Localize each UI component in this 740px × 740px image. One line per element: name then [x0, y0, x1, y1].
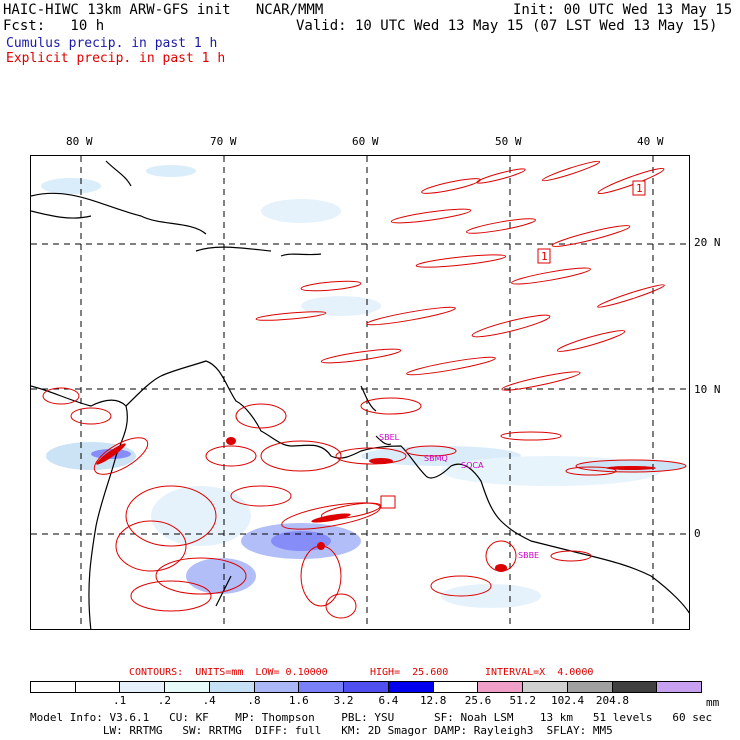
legend-swatch [344, 682, 389, 692]
legend-tick-label: 3.2 [333, 694, 354, 707]
explicit-precip-label: Explicit precip. in past 1 h [6, 51, 226, 66]
legend-tick-label: 12.8 [419, 694, 447, 707]
lat-label-20n: 20 N [694, 236, 721, 249]
coastlines [31, 160, 689, 629]
precip-color-legend [30, 681, 702, 693]
init-time: Init: 00 UTC Wed 13 May 15 [513, 2, 733, 18]
model-info-line1: Model Info: V3.6.1 CU: KF MP: Thompson P… [30, 711, 713, 724]
station-labels: SBEL SBMQ SOCA SBBE [379, 433, 539, 560]
contour-box-labels: 1 1 [380, 180, 646, 509]
legend-swatch [209, 682, 255, 692]
explicit-precip-contours [42, 160, 687, 619]
lon-label-70w: 70 W [210, 135, 237, 148]
contour-interval: INTERVAL=X 4.0000 [485, 667, 594, 678]
box-label: 1 [636, 182, 643, 195]
box-label: 1 [541, 250, 548, 263]
legend-swatch [567, 682, 613, 692]
legend-swatch [299, 682, 345, 692]
cumulus-precip-label: Cumulus precip. in past 1 h [6, 36, 218, 51]
legend-swatch [478, 682, 524, 692]
legend-tick-label: 51.2 [509, 694, 537, 707]
lat-label-equator: 0 [694, 527, 701, 540]
cumulus-precip-shading [41, 165, 686, 608]
precipitation-map: 1 1 SBEL SBMQ SOCA SBBE [30, 155, 690, 630]
model-info-line2: LW: RRTMG SW: RRTMG DIFF: full KM: 2D Sm… [30, 724, 613, 737]
legend-tick-label: 6.4 [378, 694, 399, 707]
valid-time: Valid: 10 UTC Wed 13 May 15 (07 LST Wed … [296, 18, 718, 34]
legend-swatch [31, 682, 76, 692]
legend-swatch [657, 682, 702, 692]
legend-unit: mm [706, 696, 720, 709]
lon-label-80w: 80 W [66, 135, 93, 148]
station-label: SBEL [379, 433, 400, 442]
heavy-precip-cores [96, 437, 656, 572]
lat-lon-grid [31, 156, 689, 629]
legend-tick-label: .8 [247, 694, 261, 707]
contour-units: CONTOURS: UNITS=mm LOW= 0.10000 [129, 667, 328, 678]
lon-label-60w: 60 W [352, 135, 379, 148]
legend-swatch [433, 682, 479, 692]
legend-tick-label: 204.8 [595, 694, 629, 707]
legend-swatch [120, 682, 166, 692]
legend-swatch [523, 682, 568, 692]
station-label: SOCA [461, 461, 484, 470]
legend-tick-label: .4 [202, 694, 216, 707]
legend-swatch [165, 682, 210, 692]
lon-label-40w: 40 W [637, 135, 664, 148]
legend-tick-label: .1 [112, 694, 127, 707]
legend-tick-label: 102.4 [551, 694, 585, 707]
legend-tick-label: 1.6 [288, 694, 309, 707]
legend-tick-label: 25.6 [464, 694, 492, 707]
legend-tick-label: .2 [157, 694, 172, 707]
legend-swatch [612, 682, 658, 692]
legend-swatch [254, 682, 300, 692]
legend-swatch [75, 682, 121, 692]
lat-label-10n: 10 N [694, 383, 721, 396]
station-label: SBBE [518, 551, 539, 560]
legend-swatch [388, 682, 434, 692]
forecast-hour: Fcst: 10 h [3, 18, 105, 34]
station-label: SBMQ [424, 454, 448, 463]
map-canvas: 1 1 SBEL SBMQ SOCA SBBE [31, 156, 689, 629]
model-title: HAIC-HIWC 13km ARW-GFS init NCAR/MMM [3, 2, 324, 18]
lon-label-50w: 50 W [495, 135, 522, 148]
contour-high: HIGH= 25.600 [370, 667, 449, 678]
